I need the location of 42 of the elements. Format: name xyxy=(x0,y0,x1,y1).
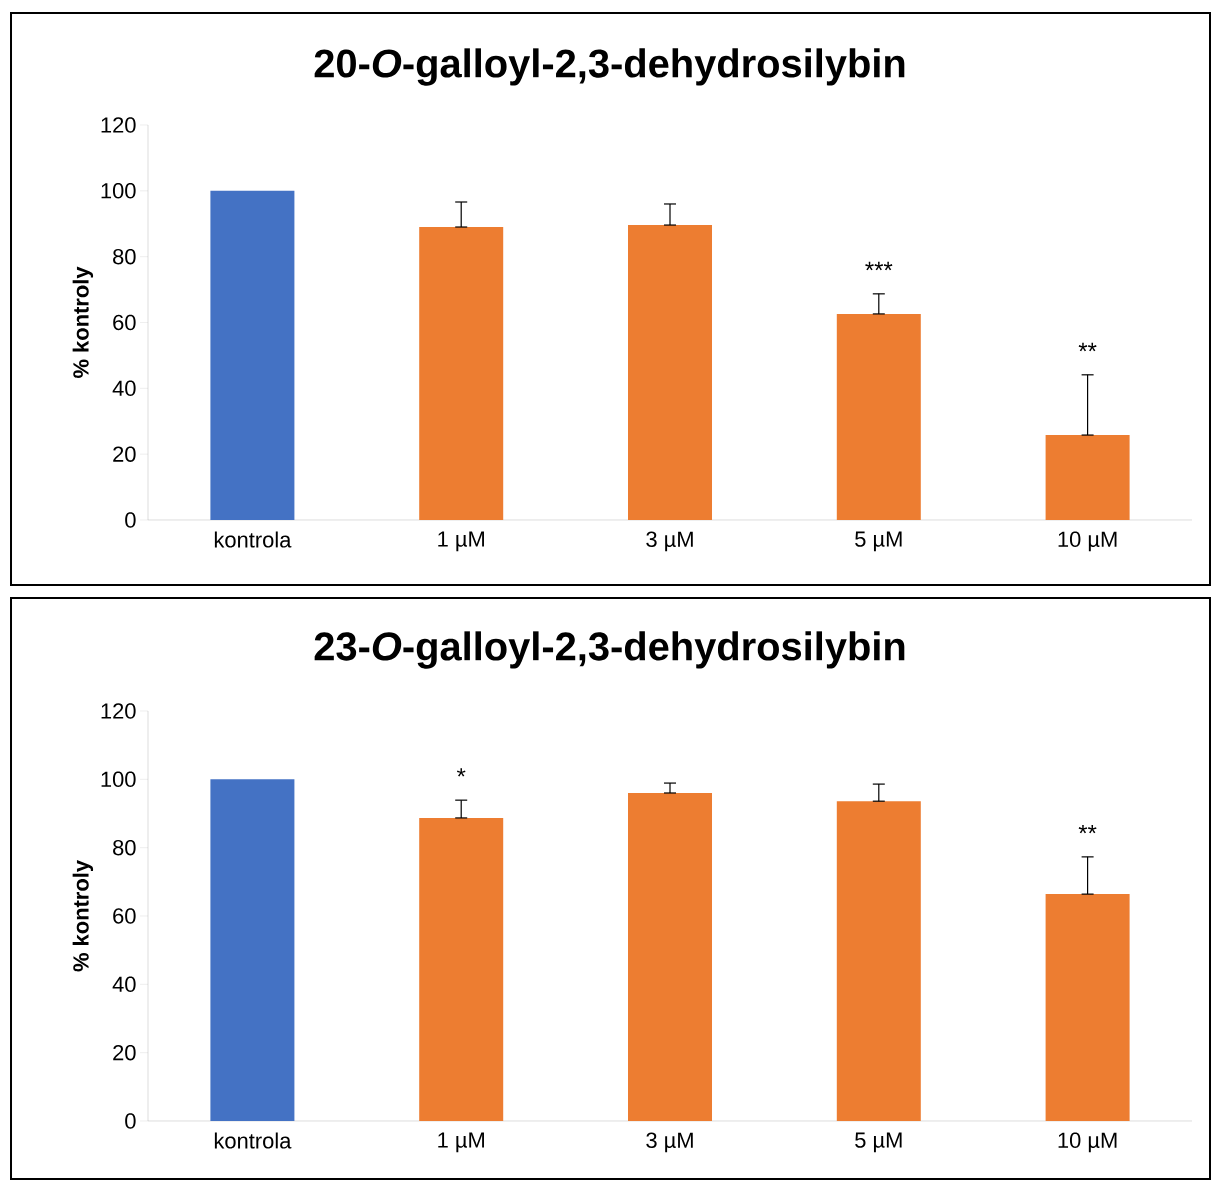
x-tick-label: 5 µM xyxy=(855,1132,902,1153)
y-tick-label: 60 xyxy=(113,908,136,924)
x-tick-label: kontrola xyxy=(214,1132,292,1149)
y-tick-label: 80 xyxy=(113,839,136,856)
x-tick-label: kontrola xyxy=(214,531,292,548)
y-tick-label: 100 xyxy=(101,183,136,199)
y-tick-label: 40 xyxy=(112,976,136,993)
chart-title: 20-O-galloyl-2,3-dehydrosilybin xyxy=(314,48,905,86)
chart-title: 23-O-galloyl-2,3-dehydrosilybin xyxy=(314,631,905,669)
x-tick-label: 3 µM xyxy=(646,531,693,552)
x-tick-label: 5 µM xyxy=(855,531,902,552)
bar xyxy=(836,801,921,1121)
y-tick-label: 100 xyxy=(101,771,136,788)
bar xyxy=(210,190,295,520)
bar xyxy=(836,313,921,520)
annotation: * xyxy=(456,768,466,777)
y-tick-label: 60 xyxy=(113,314,136,331)
annotation: ** xyxy=(1078,824,1097,834)
bar xyxy=(628,792,712,1121)
x-tick-label: 10 µM xyxy=(1058,531,1117,552)
x-tick-label: 1 µM xyxy=(438,1132,484,1153)
y-tick-label: 20 xyxy=(113,446,136,462)
y-tick-label: 0 xyxy=(125,512,136,528)
bar xyxy=(628,225,712,520)
y-tick-label: 20 xyxy=(113,1044,136,1061)
annotation: ** xyxy=(1078,342,1097,352)
y-axis-title: % kontroly xyxy=(72,266,94,378)
y-tick-label: 80 xyxy=(113,248,136,265)
y-tick-label: 0 xyxy=(125,1113,136,1129)
y-axis-title: % kontroly xyxy=(72,860,94,972)
bar xyxy=(419,227,504,520)
y-tick-label: 120 xyxy=(101,117,136,133)
bar xyxy=(419,817,504,1121)
y-tick-label: 40 xyxy=(112,380,136,397)
bar xyxy=(210,779,295,1121)
x-tick-label: 3 µM xyxy=(646,1132,693,1153)
x-tick-label: 1 µM xyxy=(438,531,484,552)
annotation: *** xyxy=(865,261,893,271)
bar xyxy=(1045,435,1130,520)
y-tick-label: 120 xyxy=(101,703,136,719)
x-tick-label: 10 µM xyxy=(1058,1132,1117,1153)
bar xyxy=(1045,894,1130,1121)
